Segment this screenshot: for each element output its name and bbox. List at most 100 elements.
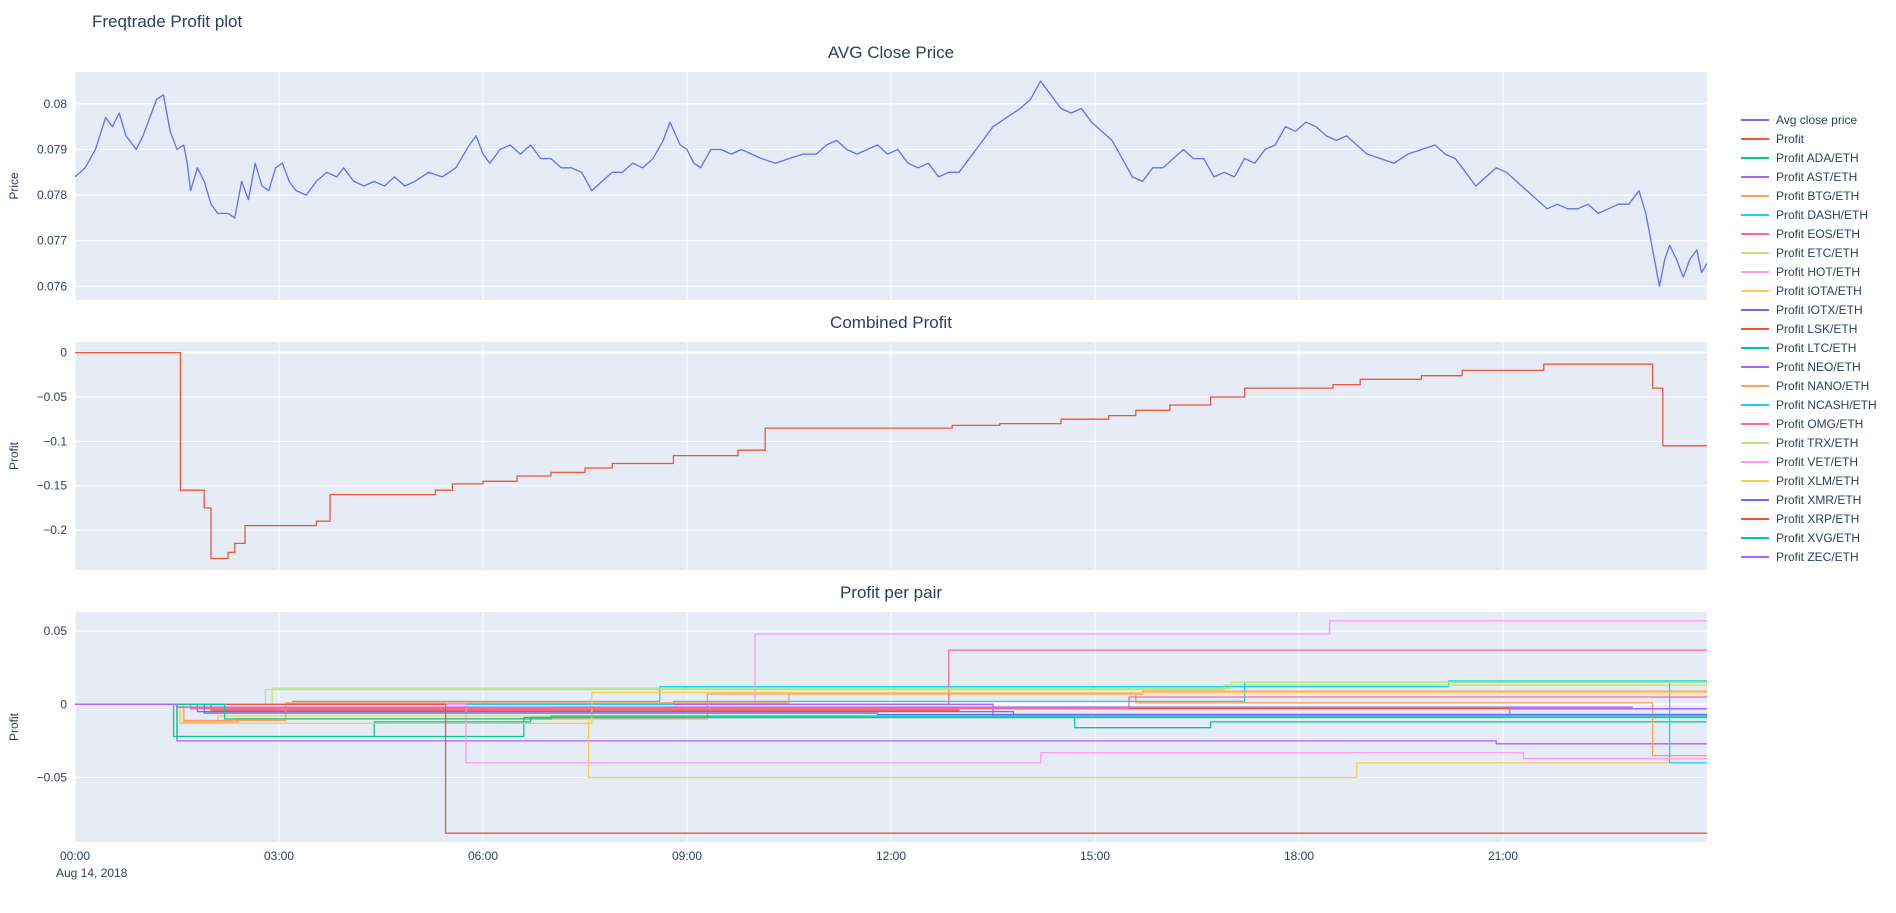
legend-item[interactable]: Profit XRP/ETH: [1741, 509, 1896, 528]
x-tick-label: 15:00: [1080, 849, 1110, 863]
legend: Avg close price Profit Profit ADA/ETH Profi…: [1715, 36, 1896, 880]
legend-item[interactable]: Profit DASH/ETH: [1741, 205, 1896, 224]
legend-item[interactable]: Profit NANO/ETH: [1741, 376, 1896, 395]
x-tick-label: 09:00: [672, 849, 702, 863]
legend-item[interactable]: Profit BTG/ETH: [1741, 186, 1896, 205]
charts-column: AVG Close Price 0.076 0.077 0.078 0.079 0.08…: [0, 36, 1715, 880]
legend-label: Profit NEO/ETH: [1776, 359, 1861, 374]
legend-line-swatch: [1741, 289, 1769, 292]
legend-item[interactable]: Profit AST/ETH: [1741, 167, 1896, 186]
legend-line-swatch: [1741, 156, 1769, 159]
legend-line-swatch: [1741, 118, 1769, 121]
legend-item[interactable]: Profit IOTX/ETH: [1741, 300, 1896, 319]
legend-line-swatch: [1741, 365, 1769, 368]
legend-label: Profit IOTX/ETH: [1776, 302, 1863, 317]
legend-line-swatch: [1741, 384, 1769, 387]
legend-item[interactable]: Profit VET/ETH: [1741, 452, 1896, 471]
legend-item[interactable]: Profit XMR/ETH: [1741, 490, 1896, 509]
x-tick-label: 06:00: [468, 849, 498, 863]
x-tick-label: 03:00: [264, 849, 294, 863]
legend-item[interactable]: Profit ADA/ETH: [1741, 148, 1896, 167]
y-tick-label: 0: [60, 697, 67, 711]
y-tick-label: 0.078: [37, 188, 67, 202]
y-tick-label: 0: [60, 346, 67, 360]
legend-label: Profit VET/ETH: [1776, 454, 1859, 469]
legend-item[interactable]: Profit ETC/ETH: [1741, 243, 1896, 262]
subplot-svg[interactable]: 0 −0.05 −0.1 −0.15 −0.2 Profit: [0, 336, 1715, 576]
avg-close-price-plot-area[interactable]: 0.076 0.077 0.078 0.079 0.08 Price: [0, 66, 1715, 306]
legend-item[interactable]: Profit LSK/ETH: [1741, 319, 1896, 338]
legend-label: Profit BTG/ETH: [1776, 188, 1860, 203]
subplot-svg[interactable]: 0.076 0.077 0.078 0.079 0.08 Price: [0, 66, 1715, 306]
legend-label: Profit ETC/ETH: [1776, 245, 1859, 260]
legend-label: Profit OMG/ETH: [1776, 416, 1864, 431]
x-tick-label: 00:00: [60, 849, 90, 863]
y-axis-title: Profit: [7, 712, 21, 741]
series-line: [75, 703, 1707, 720]
series-line: [75, 691, 1707, 757]
y-tick-label: −0.2: [43, 523, 67, 537]
legend-line-swatch: [1741, 479, 1769, 482]
legend-line-swatch: [1741, 403, 1769, 406]
legend-line-swatch: [1741, 232, 1769, 235]
legend-label: Profit XLM/ETH: [1776, 473, 1860, 488]
legend-label: Profit DASH/ETH: [1776, 207, 1869, 222]
series-line: [75, 703, 1707, 738]
legend-label: Profit NANO/ETH: [1776, 378, 1870, 393]
series-line: [75, 703, 1707, 710]
legend-item[interactable]: Profit ZEC/ETH: [1741, 547, 1896, 566]
legend-label: Profit LTC/ETH: [1776, 340, 1857, 355]
chart-title-avg-close-price: AVG Close Price: [827, 43, 955, 62]
profit-per-pair-plot-area[interactable]: 0.05 0 −0.05 00:00 03:00 06:00 09:00 12:00 15:00…: [0, 606, 1715, 872]
y-tick-label: −0.15: [37, 479, 68, 493]
chart-avg-close-price: AVG Close Price 0.076 0.077 0.078 0.079 0.08…: [0, 40, 1715, 306]
series-line: [75, 80, 1707, 287]
legend-item[interactable]: Profit LTC/ETH: [1741, 338, 1896, 357]
legend-label: Profit ADA/ETH: [1776, 150, 1859, 165]
legend-item[interactable]: Profit XLM/ETH: [1741, 471, 1896, 490]
legend-line-swatch: [1741, 327, 1769, 330]
series-line: [75, 703, 1707, 834]
legend-item[interactable]: Profit IOTA/ETH: [1741, 281, 1896, 300]
series-line: [75, 351, 1707, 560]
legend-item[interactable]: Profit NCASH/ETH: [1741, 395, 1896, 414]
legend-line-swatch: [1741, 422, 1769, 425]
legend-label: Profit HOT/ETH: [1776, 264, 1861, 279]
chart-title-profit-per-pair: Profit per pair: [839, 583, 943, 602]
legend-item[interactable]: Profit NEO/ETH: [1741, 357, 1896, 376]
subplot-svg[interactable]: 0.05 0 −0.05 00:00 03:00 06:00 09:00 12:00 15:00…: [0, 606, 1715, 872]
legend-label: Profit ZEC/ETH: [1776, 549, 1859, 564]
y-tick-label: 0.076: [37, 279, 67, 293]
legend-line-swatch: [1741, 536, 1769, 539]
legend-line-swatch: [1741, 517, 1769, 520]
legend-line-swatch: [1741, 346, 1769, 349]
chart-profit-per-pair: Profit per pair 0.05 0 −0.05 00:00 03:00 06:0…: [0, 580, 1715, 872]
legend-line-swatch: [1741, 251, 1769, 254]
y-tick-label: 0.077: [37, 234, 67, 248]
legend-label: Profit LSK/ETH: [1776, 321, 1858, 336]
y-axis-title: Profit: [7, 441, 21, 470]
legend-item[interactable]: Profit TRX/ETH: [1741, 433, 1896, 452]
legend-label: Profit NCASH/ETH: [1776, 397, 1877, 412]
legend-item[interactable]: Profit OMG/ETH: [1741, 414, 1896, 433]
y-tick-label: 0.08: [44, 97, 68, 111]
combined-profit-plot-area[interactable]: 0 −0.05 −0.1 −0.15 −0.2 Profit: [0, 336, 1715, 576]
legend-label: Profit: [1776, 131, 1805, 146]
legend-item[interactable]: Profit: [1741, 129, 1896, 148]
y-tick-label: 0.05: [44, 624, 68, 638]
legend-label: Profit AST/ETH: [1776, 169, 1858, 184]
chart-combined-profit: Combined Profit 0 −0.05 −0.1 −0.15 −0.2 Profi…: [0, 310, 1715, 576]
legend-line-swatch: [1741, 137, 1769, 140]
legend-item[interactable]: Profit HOT/ETH: [1741, 262, 1896, 281]
y-tick-label: −0.05: [37, 390, 68, 404]
plotly-figure: Freqtrade Profit plot AVG Close Price 0.…: [0, 12, 1896, 880]
x-tick-label: 12:00: [876, 849, 906, 863]
series-line: [75, 703, 1707, 764]
legend-line-swatch: [1741, 213, 1769, 216]
legend-label: Profit XRP/ETH: [1776, 511, 1860, 526]
x-axis-date-label: Aug 14, 2018: [56, 866, 128, 880]
legend-item[interactable]: Profit EOS/ETH: [1741, 224, 1896, 243]
legend-line-swatch: [1741, 308, 1769, 311]
legend-item[interactable]: Avg close price: [1741, 110, 1896, 129]
legend-item[interactable]: Profit XVG/ETH: [1741, 528, 1896, 547]
